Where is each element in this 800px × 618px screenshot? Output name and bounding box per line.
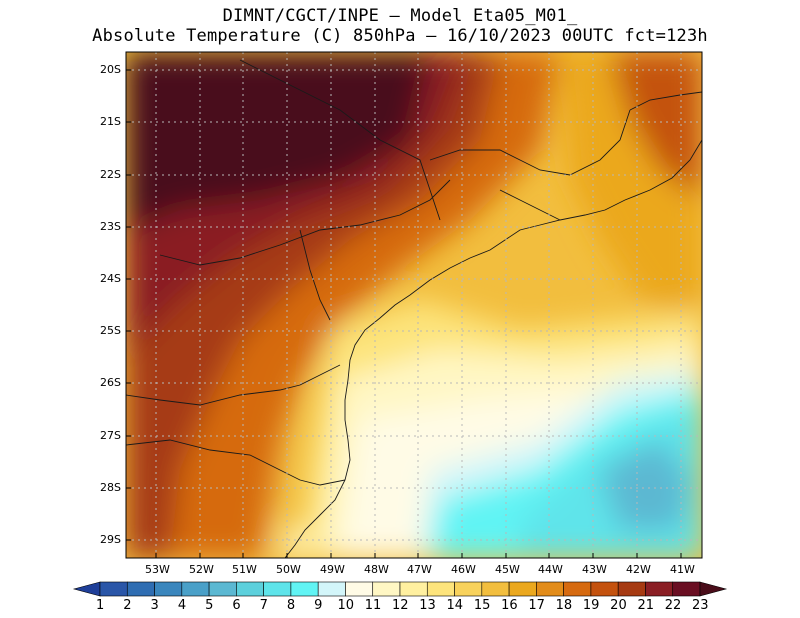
colorbar-segment <box>699 581 728 597</box>
colorbar-label: 4 <box>177 598 187 613</box>
colorbar-segment <box>317 581 346 597</box>
lon-label: 51W <box>232 563 257 576</box>
state-border <box>429 109 631 176</box>
lat-label: 29S <box>100 533 121 546</box>
colorbar-segment <box>536 581 564 597</box>
colorbar-segment <box>208 581 237 597</box>
lat-label: 25S <box>100 324 121 337</box>
colorbar-label: 5 <box>205 598 214 613</box>
lat-label: 20S <box>100 63 121 76</box>
lat-label: 26S <box>100 376 121 389</box>
state-border <box>126 364 341 406</box>
coastline <box>284 139 702 558</box>
colorbar-label: 13 <box>419 598 436 613</box>
colorbar-segment <box>672 581 701 597</box>
lon-label: 43W <box>582 563 607 576</box>
lon-label: 41W <box>670 563 695 576</box>
state-border <box>299 229 331 321</box>
state-border <box>159 179 451 266</box>
colorbar-segment <box>645 581 674 597</box>
colorbar-segment <box>372 581 401 597</box>
colorbar-label: 10 <box>337 598 354 613</box>
lon-label: 48W <box>364 563 389 576</box>
colorbar-label: 19 <box>582 598 600 613</box>
colorbar-label: 2 <box>123 598 132 613</box>
colorbar-segment <box>263 581 292 597</box>
lat-label: 24S <box>100 272 121 285</box>
colorbar-label: 6 <box>232 598 241 613</box>
lon-label: 45W <box>495 563 520 576</box>
colorbar-segment <box>236 581 264 597</box>
colorbar-label: 18 <box>555 598 573 613</box>
chart-title-line2: Absolute Temperature (C) 850hPa – 16/10/… <box>92 26 708 46</box>
colorbar-label: 21 <box>637 598 654 613</box>
colorbar <box>72 581 728 597</box>
axis-ticks <box>126 69 682 558</box>
state-border <box>239 59 441 221</box>
colorbar-label: 20 <box>610 598 627 613</box>
colorbar-segment <box>563 581 592 597</box>
lon-label: 47W <box>407 563 432 576</box>
lat-label: 28S <box>100 481 121 494</box>
lat-label: 27S <box>100 429 121 442</box>
colorbar-label: 1 <box>96 598 105 613</box>
colorbar-segment <box>590 581 619 597</box>
colorbar-segment <box>426 581 455 597</box>
colorbar-label: 11 <box>364 598 382 613</box>
colorbar-segment <box>481 581 510 597</box>
lon-label: 44W <box>538 563 563 576</box>
map-boundaries <box>126 59 702 558</box>
state-border <box>499 189 561 221</box>
colorbar-segment <box>154 581 183 597</box>
temperature-field <box>126 52 702 558</box>
plot-frame <box>125 51 703 559</box>
colorbar-label: 9 <box>314 598 323 613</box>
colorbar-segment <box>454 581 483 597</box>
chart-title-line1: DIMNT/CGCT/INPE – Model Eta05_M01_ <box>222 6 578 26</box>
lon-label: 52W <box>189 563 214 576</box>
lat-label: 23S <box>100 220 121 233</box>
colorbar-label: 15 <box>473 598 491 613</box>
colorbar-label: 8 <box>286 598 296 613</box>
colorbar-label: 7 <box>259 598 268 613</box>
colorbar-segment <box>99 581 128 597</box>
colorbar-label: 23 <box>692 598 709 613</box>
colorbar-segment <box>508 581 537 597</box>
state-border <box>629 91 702 111</box>
colorbar-segment <box>345 581 374 597</box>
lat-label: 22S <box>100 168 121 181</box>
lat-label: 21S <box>100 115 121 128</box>
colorbar-segment <box>399 581 428 597</box>
colorbar-segment <box>617 581 646 597</box>
colorbar-label: 16 <box>501 598 518 613</box>
grid-lines <box>126 52 702 558</box>
colorbar-label: 17 <box>528 598 545 613</box>
lon-label: 50W <box>276 563 301 576</box>
colorbar-label: 3 <box>150 598 159 613</box>
lon-label: 49W <box>320 563 345 576</box>
colorbar-label: 22 <box>664 598 682 613</box>
state-border <box>126 439 346 486</box>
colorbar-segment <box>126 581 155 597</box>
lon-label: 46W <box>451 563 476 576</box>
lon-label: 53W <box>145 563 170 576</box>
colorbar-segment <box>72 581 101 597</box>
colorbar-segment <box>290 581 319 597</box>
lon-label: 42W <box>626 563 651 576</box>
colorbar-label: 14 <box>446 598 464 613</box>
colorbar-label: 12 <box>392 598 409 613</box>
colorbar-segment <box>181 581 210 597</box>
